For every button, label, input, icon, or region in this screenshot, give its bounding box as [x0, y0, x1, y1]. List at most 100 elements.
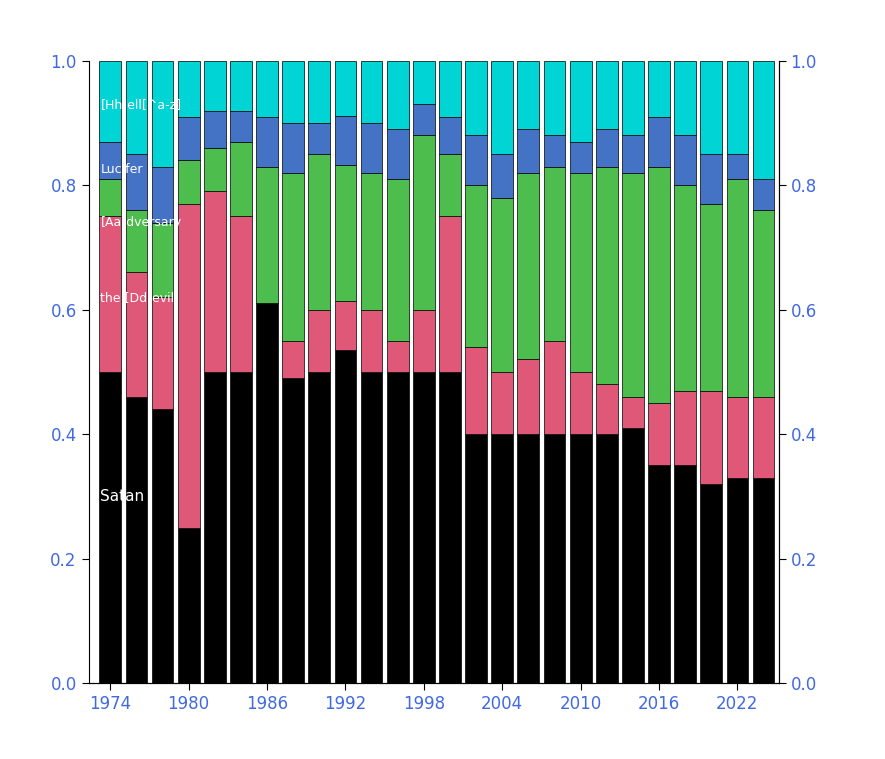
Bar [151, 166, 173, 222]
Bar [491, 154, 513, 197]
Bar [752, 477, 774, 683]
Bar [151, 222, 173, 298]
Bar [282, 341, 304, 378]
Bar [700, 154, 722, 204]
Bar [361, 123, 382, 173]
Bar [700, 391, 722, 484]
Bar [387, 129, 409, 179]
Bar [256, 166, 278, 304]
Text: the [Dd]evil: the [Dd]evil [101, 291, 174, 304]
Bar [413, 372, 435, 683]
Bar [439, 154, 461, 216]
Bar [256, 117, 278, 166]
Bar [491, 197, 513, 372]
Bar [178, 204, 199, 528]
Bar [387, 179, 409, 341]
Bar [151, 61, 173, 166]
Bar [543, 166, 566, 341]
Bar [282, 123, 304, 173]
Bar [727, 179, 749, 397]
Bar [700, 204, 722, 391]
Bar [727, 154, 749, 179]
Bar [335, 61, 357, 116]
Bar [335, 116, 357, 165]
Bar [466, 135, 487, 185]
Bar [309, 154, 330, 310]
Bar [126, 272, 147, 397]
Bar [99, 142, 121, 179]
Bar [256, 61, 278, 117]
Bar [204, 191, 226, 372]
Bar [543, 135, 566, 166]
Bar [622, 135, 643, 173]
Bar [674, 135, 696, 185]
Bar [466, 61, 487, 135]
Bar [439, 216, 461, 372]
Bar [309, 310, 330, 372]
Bar [491, 372, 513, 434]
Bar [151, 409, 173, 683]
Bar [309, 372, 330, 683]
Text: [Aa]dversary: [Aa]dversary [101, 216, 181, 229]
Bar [230, 372, 252, 683]
Bar [282, 378, 304, 683]
Bar [151, 298, 173, 409]
Bar [335, 165, 357, 301]
Bar [622, 173, 643, 397]
Bar [256, 304, 278, 683]
Bar [727, 61, 749, 154]
Bar [543, 434, 566, 683]
Bar [361, 173, 382, 310]
Bar [700, 484, 722, 683]
Bar [596, 434, 618, 683]
Bar [674, 61, 696, 135]
Bar [570, 142, 591, 173]
Bar [491, 434, 513, 683]
Bar [596, 166, 618, 384]
Bar [413, 135, 435, 310]
Bar [282, 61, 304, 123]
Bar [204, 111, 226, 148]
Bar [309, 123, 330, 154]
Bar [543, 61, 566, 135]
Bar [518, 434, 539, 683]
Bar [700, 61, 722, 154]
Bar [230, 61, 252, 111]
Bar [466, 185, 487, 347]
Bar [439, 372, 461, 683]
Bar [361, 372, 382, 683]
Bar [99, 216, 121, 372]
Bar [439, 61, 461, 117]
Bar [570, 61, 591, 142]
Bar [727, 477, 749, 683]
Text: Satan: Satan [101, 489, 144, 504]
Bar [413, 104, 435, 135]
Bar [727, 397, 749, 477]
Bar [518, 360, 539, 434]
Bar [491, 61, 513, 154]
Bar [230, 142, 252, 216]
Bar [230, 216, 252, 372]
Bar [413, 61, 435, 104]
Bar [752, 397, 774, 477]
Bar [674, 465, 696, 683]
Bar [674, 185, 696, 391]
Bar [230, 111, 252, 142]
Bar [596, 61, 618, 129]
Bar [622, 61, 643, 135]
Bar [466, 434, 487, 683]
Bar [518, 61, 539, 129]
Bar [178, 528, 199, 683]
Bar [99, 179, 121, 216]
Bar [570, 372, 591, 434]
Bar [335, 301, 357, 351]
Bar [439, 117, 461, 154]
Bar [309, 61, 330, 123]
Bar [178, 160, 199, 204]
Bar [570, 173, 591, 372]
Bar [752, 210, 774, 397]
Bar [648, 465, 670, 683]
Bar [596, 384, 618, 434]
Bar [361, 310, 382, 372]
Bar [518, 173, 539, 360]
